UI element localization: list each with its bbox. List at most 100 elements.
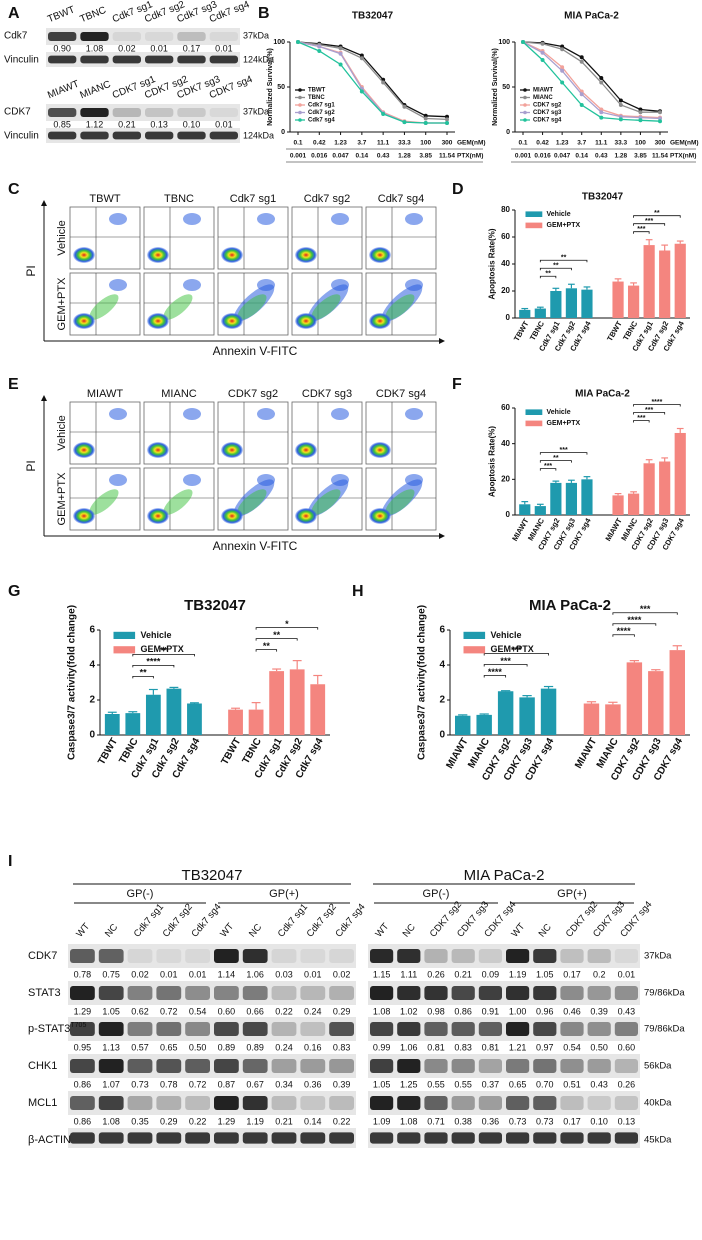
y-tick-label: 0	[506, 313, 511, 322]
band	[80, 55, 109, 64]
significance-bracket	[633, 215, 681, 218]
flow-cloud	[331, 408, 349, 420]
legend-marker	[298, 110, 302, 115]
band-value: 1.21	[509, 1042, 527, 1052]
flow-cloud	[369, 247, 391, 263]
chart-title: MIA PaCa-2	[575, 389, 630, 400]
significance-label: **	[553, 263, 559, 270]
band	[451, 986, 475, 1000]
row-label-sup: T705	[70, 1022, 86, 1029]
band-value: 0.01	[189, 969, 207, 979]
bar	[550, 291, 562, 318]
x-tick-label: 1.23	[556, 140, 569, 147]
band-value: 0.22	[333, 1116, 351, 1126]
kda-label: 124kDa	[243, 54, 274, 64]
band	[533, 986, 557, 1000]
chart-title: TB32047	[582, 192, 624, 203]
band	[98, 1059, 124, 1073]
legend-marker	[523, 95, 527, 100]
panel-letter: E	[8, 376, 19, 393]
significance-bracket	[539, 452, 588, 455]
data-point	[599, 115, 604, 120]
significance-bracket	[255, 638, 298, 641]
bar	[125, 713, 141, 735]
bar	[643, 245, 655, 318]
flow-cloud	[385, 489, 415, 515]
band-value: 1.08	[373, 1006, 391, 1016]
flow-cloud	[109, 213, 127, 225]
band	[214, 1022, 239, 1036]
x-tick-label: 33.3	[615, 140, 628, 147]
y-tick-label: 50	[277, 84, 285, 91]
x-axis-label: PTX(nM)	[457, 153, 483, 160]
band-value: 1.02	[400, 1006, 418, 1016]
x-tick-label: 0.14	[356, 153, 369, 160]
band	[614, 949, 638, 963]
data-point	[599, 76, 604, 80]
data-point	[658, 110, 662, 115]
lane-label: TBWT	[46, 4, 76, 25]
band	[329, 986, 354, 1000]
band	[177, 31, 206, 42]
group-label: GP(+)	[557, 888, 587, 900]
band	[614, 1059, 638, 1073]
band-value: 1.06	[246, 969, 264, 979]
x-tick-label: TBWT	[219, 736, 243, 767]
x-axis-label: GEM(nM)	[457, 140, 486, 147]
band-value: 1.05	[536, 969, 554, 979]
band	[70, 1022, 95, 1036]
band	[177, 55, 206, 64]
band-value: 1.25	[400, 1079, 418, 1089]
band-value: 1.05	[373, 1079, 391, 1089]
bar	[269, 671, 285, 735]
row-label: β-ACTIN	[28, 1134, 71, 1146]
flow-cloud	[221, 313, 243, 329]
flow-cloud	[147, 508, 169, 524]
band-value: 1.08	[102, 1116, 120, 1126]
legend-label: Cdk7 sg2	[308, 110, 335, 116]
band	[614, 1022, 638, 1036]
significance-label: ***	[500, 656, 511, 666]
band	[370, 1096, 394, 1110]
band-value: 0.73	[131, 1079, 149, 1089]
band	[424, 949, 448, 963]
y-tick-label: 60	[501, 232, 510, 241]
band	[48, 131, 77, 140]
band	[214, 949, 239, 963]
band	[185, 1059, 210, 1073]
flow-cloud	[405, 213, 423, 225]
band-value: 0.86	[74, 1116, 92, 1126]
band	[209, 55, 238, 64]
bar	[565, 288, 578, 318]
band	[70, 1059, 95, 1073]
band-value: 0.03	[275, 969, 293, 979]
band	[98, 949, 124, 963]
y-tick-label: 40	[501, 259, 510, 268]
bar	[187, 703, 202, 735]
band-value: 0.73	[509, 1116, 527, 1126]
y-axis-label: Apoptosis Rate(%)	[488, 228, 497, 299]
band-value: 0.65	[160, 1042, 178, 1052]
significance-label: ***	[511, 645, 522, 655]
data-point	[540, 50, 545, 55]
y-tick-label: 0	[506, 129, 510, 136]
band-value: 1.13	[102, 1042, 120, 1052]
y-tick-label: 6	[439, 625, 445, 636]
legend-swatch	[113, 631, 136, 639]
band	[185, 1132, 210, 1144]
band	[185, 949, 210, 963]
group-label: GP(-)	[423, 888, 450, 900]
lane-label: NC	[537, 922, 554, 940]
x-tick-label: 0.1	[518, 140, 527, 147]
band-value: 0.16	[304, 1042, 322, 1052]
data-point	[381, 112, 386, 116]
band-value: 0.83	[333, 1042, 351, 1052]
significance-bracket	[633, 404, 681, 407]
band-value: 1.05	[102, 1006, 120, 1016]
flow-cloud	[295, 313, 317, 329]
significance-bracket	[539, 275, 557, 279]
y-axis-label: Caspase3/7 activity(fold change)	[67, 605, 78, 760]
y-tick-label: 60	[501, 403, 510, 412]
band	[242, 1096, 268, 1110]
x-tick-label: 100	[420, 140, 431, 147]
